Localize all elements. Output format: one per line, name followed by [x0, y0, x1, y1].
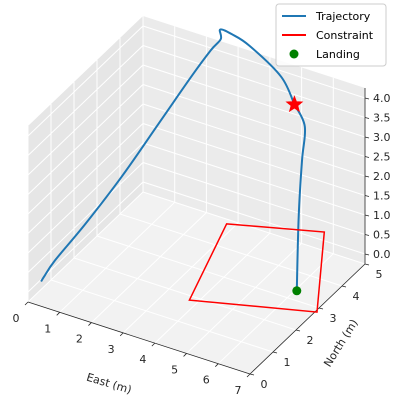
y-grid-line: [96, 60, 320, 309]
z-grid-line: [27, 142, 366, 254]
y-tick-label: 4: [353, 290, 360, 303]
x-tick-mark: [119, 332, 124, 337]
y-tick-mark: [341, 285, 347, 288]
z-tick-label: 1.0: [373, 209, 391, 222]
x-tick-label: 0: [13, 312, 20, 325]
tick-labels: 0 1 2 3 4 5 6 7 0 1 2 3 4 5 0.0 0.5 1.0 1.5 2.0 2.5 3.0 3.5 4.…: [13, 92, 391, 397]
y-tick-label: 3: [330, 312, 337, 325]
y-grid-line: [50, 104, 274, 353]
x-tick-label: 7: [235, 384, 242, 397]
z-tick-label: 3.5: [373, 112, 391, 125]
y-grid-line: [119, 38, 343, 287]
x-tick-mark: [183, 353, 187, 357]
z-tick-mark: [364, 214, 370, 217]
x-tick-label: 3: [108, 343, 115, 356]
z-grid-line: [27, 83, 366, 195]
z-tick-mark: [364, 195, 370, 197]
y-tick-label: 2: [307, 334, 314, 347]
x-tick-label: 1: [44, 322, 51, 335]
x-tick-mark: [88, 322, 92, 326]
x-tick-mark: [215, 363, 219, 367]
legend-swatch-landing: [289, 49, 299, 59]
data-series: [40, 28, 326, 313]
legend: Trajectory Constraint Landing: [275, 3, 387, 67]
x-axis-label: East (m): [85, 371, 133, 397]
z-tick-mark: [364, 97, 370, 100]
z-tick-mark: [364, 136, 370, 139]
z-tick-label: 4.0: [373, 92, 391, 105]
x-tick-mark: [151, 342, 156, 347]
y-grid-line: [73, 82, 297, 331]
x-tick-label: 2: [76, 333, 83, 346]
z-tick-mark: [364, 253, 370, 256]
z-tick-label: 0.0: [373, 248, 391, 261]
z-grid-line: [27, 181, 366, 293]
z-tick-label: 1.5: [373, 190, 391, 203]
x-tick-mark: [246, 373, 251, 378]
z-tick-mark: [364, 117, 370, 119]
y-tick-mark: [249, 373, 255, 376]
trajectory-line: [40, 28, 296, 283]
legend-label-trajectory: Trajectory: [315, 10, 371, 23]
y-tick-mark: [318, 307, 324, 310]
z-tick-mark: [364, 156, 370, 158]
start-star-marker: [285, 95, 304, 113]
z-tick-mark: [364, 175, 370, 178]
x-tick-label: 6: [203, 374, 210, 387]
y-tick-mark: [295, 329, 301, 332]
x-axis-line: [27, 301, 251, 375]
y-axis-line: [249, 263, 366, 375]
z-tick-label: 2.5: [373, 151, 391, 164]
z-grid-line: [27, 161, 366, 273]
landing-marker: [292, 286, 302, 296]
legend-box: [275, 3, 387, 67]
y-axis-label: North (m): [321, 317, 360, 369]
x-tick-mark: [24, 301, 29, 306]
x-tick-mark: [56, 312, 60, 316]
constraint-polygon: [188, 223, 326, 313]
y-tick-label: 1: [284, 356, 291, 369]
z-tick-label: 3.0: [373, 131, 391, 144]
y-tick-label: 5: [376, 268, 383, 281]
x-tick-label: 5: [171, 363, 178, 376]
floor-pane: [28, 192, 365, 374]
trajectory-descent-line: [293, 104, 307, 291]
y-tick-mark: [364, 263, 370, 266]
x-tick-label: 4: [139, 353, 146, 366]
z-tick-label: 2.0: [373, 170, 391, 183]
legend-label-landing: Landing: [316, 48, 360, 61]
z-grid-line: [27, 64, 366, 176]
y-tick-mark: [272, 351, 278, 354]
y-tick-label: 0: [261, 378, 268, 391]
z-tick-mark: [364, 234, 370, 236]
z-grid-line: [27, 25, 366, 137]
y-grid-line: [142, 16, 366, 265]
z-tick-label: 0.5: [373, 229, 391, 242]
legend-label-constraint: Constraint: [316, 29, 374, 42]
z-grid-line: [27, 122, 366, 234]
z-grid-line: [27, 103, 366, 215]
